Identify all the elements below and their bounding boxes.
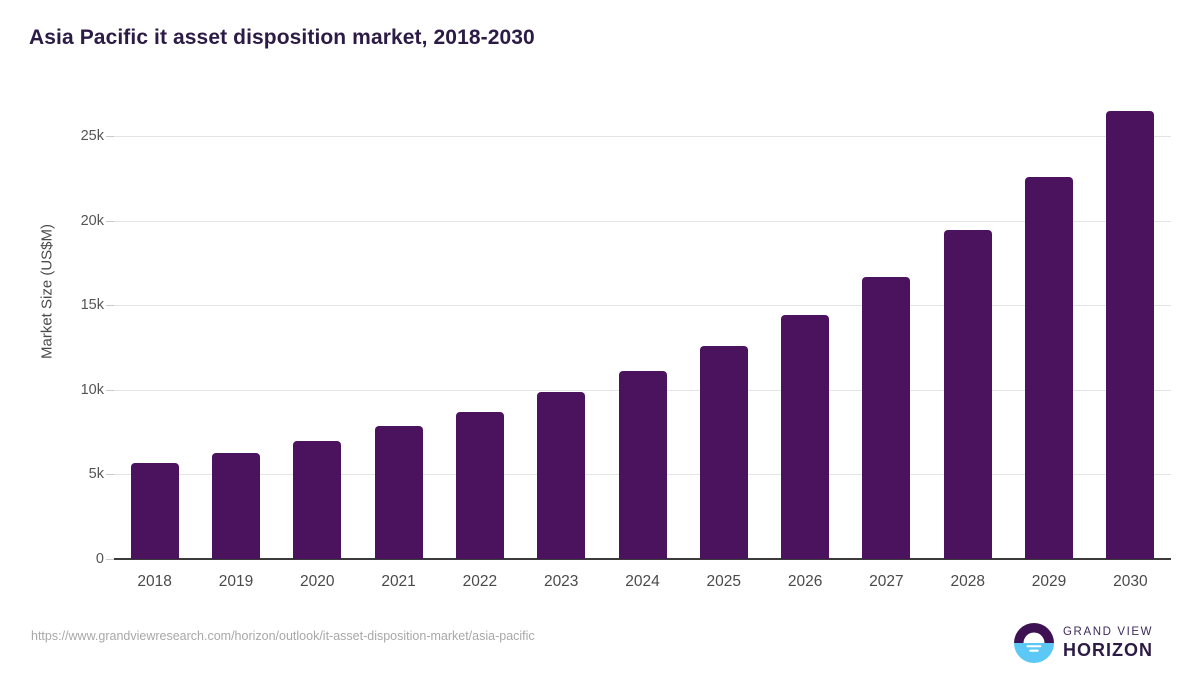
bar[interactable] bbox=[455, 411, 504, 559]
x-tick-label: 2020 bbox=[300, 573, 335, 590]
y-tick-label: 10k bbox=[80, 381, 104, 398]
y-tick-mark bbox=[106, 559, 114, 560]
bar[interactable] bbox=[1106, 111, 1155, 559]
y-tick-label: 25k bbox=[80, 128, 104, 144]
logo-wordmark: GRAND VIEW HORIZON bbox=[1063, 625, 1173, 660]
y-tick-mark bbox=[106, 474, 114, 476]
x-tick-label: 2023 bbox=[543, 573, 579, 590]
x-tick-label: 2030 bbox=[1113, 573, 1148, 590]
source-url[interactable]: https://www.grandviewresearch.com/horizo… bbox=[31, 629, 535, 643]
bar[interactable] bbox=[537, 392, 586, 559]
y-tick-mark bbox=[106, 220, 114, 222]
x-tick-label: 2019 bbox=[218, 573, 254, 590]
logo-line-1: GRAND VIEW bbox=[1063, 626, 1154, 638]
x-tick-label: 2025 bbox=[706, 573, 742, 590]
grand-view-horizon-logo[interactable]: GRAND VIEW HORIZON bbox=[1013, 621, 1173, 665]
x-tick-label: 2018 bbox=[137, 573, 172, 590]
y-tick-label: 5k bbox=[88, 466, 104, 483]
bar[interactable] bbox=[211, 452, 260, 559]
x-tick-label: 2029 bbox=[1031, 573, 1067, 590]
gridline bbox=[114, 220, 1171, 222]
logo-line-2: HORIZON bbox=[1063, 640, 1153, 660]
bar[interactable] bbox=[618, 371, 667, 559]
bar[interactable] bbox=[1025, 176, 1074, 559]
bar[interactable] bbox=[374, 426, 423, 559]
bar[interactable] bbox=[781, 314, 830, 559]
y-tick-label: 20k bbox=[80, 212, 104, 229]
page-title: Asia Pacific it asset disposition market… bbox=[29, 26, 535, 49]
bar[interactable] bbox=[699, 345, 748, 559]
bar[interactable] bbox=[943, 229, 992, 559]
bar[interactable] bbox=[130, 463, 179, 559]
horizon-sun-icon bbox=[1013, 622, 1055, 664]
x-tick-label: 2022 bbox=[462, 573, 498, 590]
gridline bbox=[114, 305, 1171, 307]
y-tick-label: 15k bbox=[80, 297, 104, 314]
x-tick-label: 2024 bbox=[625, 573, 660, 590]
gridline bbox=[114, 136, 1171, 137]
bar[interactable] bbox=[293, 441, 342, 559]
x-tick-label: 2021 bbox=[381, 573, 416, 590]
x-tick-label: 2026 bbox=[787, 573, 823, 590]
x-axis-line bbox=[114, 558, 1171, 560]
bar[interactable] bbox=[862, 277, 911, 559]
x-tick-label: 2028 bbox=[950, 573, 985, 590]
y-tick-mark bbox=[106, 389, 114, 391]
y-tick-mark bbox=[106, 305, 114, 307]
x-tick-label: 2027 bbox=[869, 573, 904, 590]
y-tick-label: 0 bbox=[95, 551, 104, 567]
y-tick-mark bbox=[106, 136, 114, 137]
